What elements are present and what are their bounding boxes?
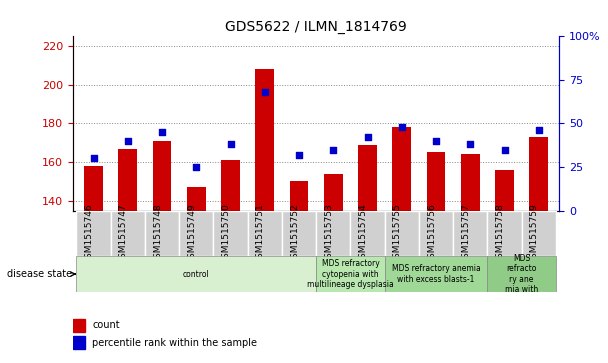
- FancyBboxPatch shape: [77, 211, 111, 256]
- Text: GSM1515756: GSM1515756: [427, 203, 436, 264]
- Point: [192, 164, 201, 170]
- Point: [123, 138, 133, 144]
- Text: GSM1515746: GSM1515746: [85, 203, 94, 264]
- Point: [466, 142, 475, 147]
- Bar: [324, 174, 343, 211]
- FancyBboxPatch shape: [247, 211, 282, 256]
- Bar: [495, 170, 514, 211]
- Text: GSM1515758: GSM1515758: [496, 203, 505, 264]
- Point: [363, 134, 373, 140]
- Bar: [392, 127, 411, 211]
- Point: [500, 147, 510, 152]
- Text: GSM1515750: GSM1515750: [221, 203, 230, 264]
- FancyBboxPatch shape: [350, 211, 385, 256]
- Text: GSM1515757: GSM1515757: [461, 203, 471, 264]
- Point: [226, 142, 235, 147]
- Text: GSM1515752: GSM1515752: [290, 203, 299, 264]
- FancyBboxPatch shape: [316, 256, 385, 292]
- FancyBboxPatch shape: [282, 211, 316, 256]
- Bar: [73, 319, 85, 332]
- Bar: [358, 145, 377, 211]
- Bar: [461, 154, 480, 211]
- Bar: [221, 160, 240, 211]
- Text: GSM1515759: GSM1515759: [530, 203, 539, 264]
- Text: MDS
refracto
ry ane
mia with: MDS refracto ry ane mia with: [505, 254, 538, 294]
- Text: percentile rank within the sample: percentile rank within the sample: [92, 338, 257, 348]
- Title: GDS5622 / ILMN_1814769: GDS5622 / ILMN_1814769: [226, 20, 407, 34]
- Point: [431, 138, 441, 144]
- Text: MDS refractory
cytopenia with
multilineage dysplasia: MDS refractory cytopenia with multilinea…: [307, 259, 394, 289]
- Text: count: count: [92, 320, 120, 330]
- FancyBboxPatch shape: [213, 211, 247, 256]
- FancyBboxPatch shape: [488, 256, 556, 292]
- Bar: [289, 182, 308, 211]
- FancyBboxPatch shape: [453, 211, 488, 256]
- FancyBboxPatch shape: [77, 256, 316, 292]
- FancyBboxPatch shape: [385, 211, 419, 256]
- Bar: [73, 336, 85, 349]
- Bar: [84, 166, 103, 211]
- FancyBboxPatch shape: [316, 211, 350, 256]
- Point: [157, 129, 167, 135]
- Bar: [255, 69, 274, 211]
- Bar: [187, 187, 206, 211]
- Text: GSM1515751: GSM1515751: [256, 203, 264, 264]
- Text: GSM1515748: GSM1515748: [153, 203, 162, 264]
- Text: GSM1515753: GSM1515753: [324, 203, 333, 264]
- Text: GSM1515747: GSM1515747: [119, 203, 128, 264]
- FancyBboxPatch shape: [522, 211, 556, 256]
- Bar: [427, 152, 446, 211]
- Point: [260, 89, 269, 95]
- Bar: [153, 141, 171, 211]
- Point: [89, 155, 98, 161]
- FancyBboxPatch shape: [179, 211, 213, 256]
- Bar: [119, 148, 137, 211]
- FancyBboxPatch shape: [145, 211, 179, 256]
- FancyBboxPatch shape: [385, 256, 488, 292]
- FancyBboxPatch shape: [488, 211, 522, 256]
- Text: GSM1515754: GSM1515754: [359, 203, 368, 264]
- FancyBboxPatch shape: [419, 211, 453, 256]
- Text: MDS refractory anemia
with excess blasts-1: MDS refractory anemia with excess blasts…: [392, 264, 480, 284]
- Text: disease state: disease state: [7, 269, 75, 279]
- Bar: [530, 137, 548, 211]
- Point: [534, 127, 544, 133]
- Text: control: control: [183, 270, 210, 278]
- Text: GSM1515755: GSM1515755: [393, 203, 402, 264]
- Point: [397, 124, 407, 130]
- Point: [294, 152, 304, 158]
- Text: GSM1515749: GSM1515749: [187, 203, 196, 264]
- Point: [328, 147, 338, 152]
- FancyBboxPatch shape: [111, 211, 145, 256]
